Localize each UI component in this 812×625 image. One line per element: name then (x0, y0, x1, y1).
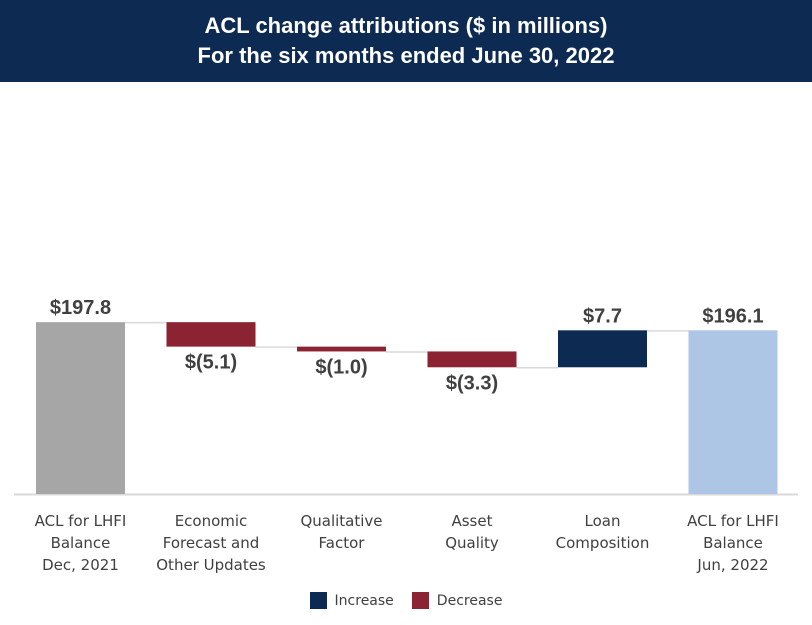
data-label-2: $(5.1) (185, 352, 237, 374)
category-label-5-line-2: Composition (556, 534, 650, 552)
bar-2 (166, 322, 256, 347)
legend-item-increase: Increase (309, 592, 394, 609)
legend-swatch-decrease (411, 592, 429, 609)
category-label-6-line-1: ACL for LHFI (687, 512, 779, 530)
data-label-3: $(1.0) (315, 356, 367, 378)
category-label-6-line-3: Jun, 2022 (696, 556, 768, 574)
bar-6 (688, 330, 778, 494)
legend-item-decrease: Decrease (411, 592, 503, 609)
category-label-2-line-2: Forecast and (163, 534, 259, 552)
category-label-1-line-1: ACL for LHFI (35, 512, 127, 530)
chart-title-line-2: For the six months ended June 30, 2022 (197, 43, 615, 68)
data-label-6: $196.1 (702, 305, 763, 327)
category-label-2-line-3: Other Updates (156, 556, 266, 574)
data-label-1: $197.8 (50, 297, 111, 319)
category-label-4-line-2: Quality (445, 534, 499, 552)
category-label-2-line-1: Economic (175, 512, 248, 530)
category-label-1-line-2: Balance (51, 534, 111, 552)
category-label-5-line-1: Loan (585, 512, 621, 530)
category-label-4-line-1: Asset (451, 512, 492, 530)
category-label-3-line-1: Qualitative (300, 512, 382, 530)
chart-title-line-1: ACL change attributions ($ in millions) (204, 13, 608, 38)
category-label-3-line-2: Factor (319, 534, 366, 552)
data-label-4: $(3.3) (446, 372, 498, 394)
bar-1 (36, 322, 125, 494)
bar-3 (297, 346, 386, 352)
category-label-1-line-3: Dec, 2021 (42, 556, 119, 574)
category-label-6-line-2: Balance (703, 534, 763, 552)
data-label-5: $7.7 (583, 305, 622, 327)
bar-4 (427, 351, 517, 368)
legend-label-increase: Increase (334, 592, 394, 609)
chart-title-banner: ACL change attributions ($ in millions) … (0, 0, 812, 82)
bar-5 (558, 330, 647, 368)
waterfall-chart: $197.8 ACL for LHFI Balance Dec, 2021 $(5.1)… (14, 297, 798, 574)
chart-legend: Increase Decrease (0, 592, 812, 609)
legend-label-decrease: Decrease (436, 592, 503, 609)
legend-swatch-increase (309, 592, 327, 609)
